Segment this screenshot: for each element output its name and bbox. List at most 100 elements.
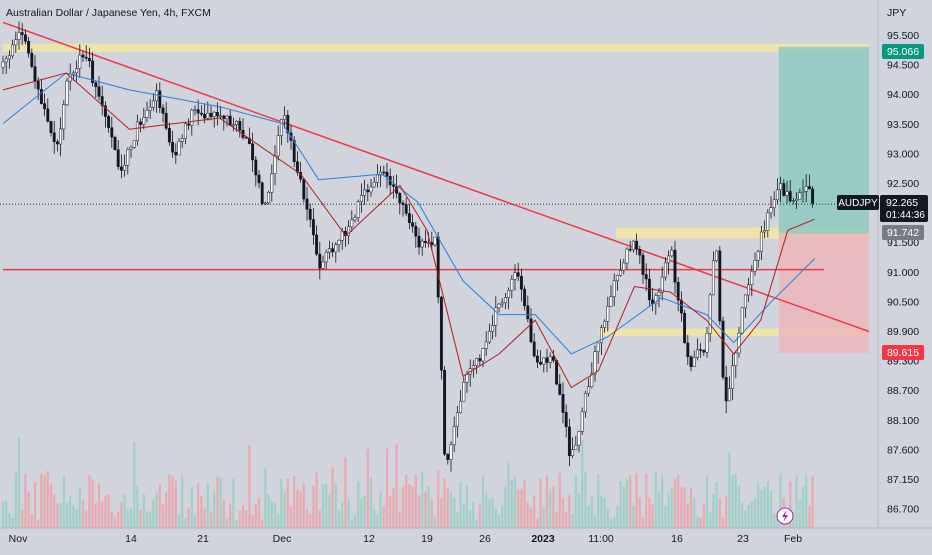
candle-body	[551, 356, 555, 361]
lightning-icon[interactable]	[776, 507, 794, 525]
volume-bar	[155, 492, 158, 528]
volume-bar	[625, 479, 629, 528]
candle-body	[628, 248, 632, 251]
volume-bar	[638, 497, 641, 528]
candle-body	[772, 199, 776, 208]
candle-body	[583, 393, 587, 413]
volume-bar	[203, 508, 206, 528]
candle-body	[116, 149, 120, 167]
candle-body	[311, 219, 315, 236]
volume-bar	[478, 503, 481, 528]
candle-body	[654, 295, 658, 305]
volume-bar	[469, 510, 472, 528]
volume-bar	[769, 490, 773, 528]
volume-bar	[616, 505, 619, 528]
volume-bar	[734, 473, 737, 528]
candle-body	[401, 202, 405, 205]
trend-line[interactable]	[2, 21, 870, 333]
volume-bar	[731, 475, 734, 528]
position-loss-zone[interactable]	[778, 233, 869, 354]
volume-bar	[398, 511, 401, 528]
candle-body	[516, 272, 520, 277]
volume-bar	[209, 511, 213, 528]
volume-bar	[645, 473, 648, 528]
volume-bar	[56, 503, 59, 528]
candle-body	[708, 294, 712, 334]
supply-demand-zone[interactable]	[598, 328, 869, 336]
volume-bar	[629, 475, 632, 528]
volume-bar	[91, 479, 94, 528]
volume-bar	[549, 491, 552, 528]
candle-body	[558, 383, 562, 395]
candle-body	[622, 262, 626, 271]
volume-bar	[536, 518, 539, 528]
volume-bar	[795, 475, 798, 528]
candle-body	[587, 386, 591, 394]
volume-bar	[171, 476, 174, 528]
volume-bar	[193, 515, 197, 528]
candle-body	[251, 143, 255, 161]
volume-bar	[312, 485, 315, 528]
volume-bar	[321, 484, 325, 528]
time-axis[interactable]: Nov 14 21 Dec 12 19 26 2023 11:00 16 23 Feb	[9, 533, 803, 545]
volume-bar	[421, 471, 424, 528]
candle-body	[315, 234, 319, 255]
volume-bar	[558, 473, 561, 528]
volume-bar	[373, 509, 376, 528]
candle-body	[209, 112, 213, 118]
candles	[1, 21, 815, 472]
volume-bar	[654, 471, 657, 528]
supply-demand-zone[interactable]	[616, 227, 869, 239]
time-tick: Dec	[273, 533, 292, 545]
volume-bar	[133, 441, 136, 528]
position-tool[interactable]	[778, 46, 869, 354]
volume-bar	[545, 475, 549, 528]
volume-bar	[107, 494, 110, 528]
candle-body	[494, 307, 498, 326]
volume-bar	[1, 501, 5, 528]
candle-body	[20, 32, 24, 35]
time-tick: 12	[363, 533, 375, 545]
volume-bar	[142, 494, 145, 528]
supply-demand-zone[interactable]	[3, 43, 869, 52]
candle-body	[263, 202, 267, 205]
volume-bar	[177, 514, 181, 528]
volume-bar	[613, 517, 616, 528]
volume-bar	[17, 437, 21, 528]
volume-bar	[280, 478, 283, 528]
candle-body	[759, 231, 763, 252]
candle-body	[638, 249, 642, 256]
candle-body	[471, 365, 475, 369]
volume-bar	[686, 503, 689, 528]
volume-bar	[603, 498, 606, 528]
candle-body	[334, 244, 338, 253]
candle-body	[324, 251, 328, 263]
candle-body	[535, 355, 539, 363]
volume-bar	[718, 498, 721, 528]
volume-bar	[757, 483, 760, 528]
price-tick: 87.600	[887, 444, 919, 456]
volume-bar	[801, 486, 805, 528]
volume-bar	[69, 495, 72, 528]
price-axis[interactable]: 95.50094.50094.00093.50093.00092.50092.0…	[887, 30, 919, 516]
candle-body	[414, 226, 418, 237]
candle-body	[17, 32, 21, 40]
volume-bar	[424, 491, 427, 528]
volume-bar	[245, 510, 248, 528]
candle-body	[673, 249, 677, 283]
volume-bar	[376, 514, 379, 528]
volume-bar	[696, 515, 699, 528]
candle-body	[158, 90, 162, 108]
volume-bar	[273, 502, 277, 528]
candle-body	[475, 358, 479, 366]
candle-body	[43, 103, 47, 110]
volume-bar	[648, 497, 651, 528]
volume-bar	[161, 504, 165, 528]
candle-body	[244, 137, 248, 139]
candle-body	[404, 204, 408, 214]
volume-bar	[510, 480, 513, 528]
candle-body	[462, 381, 466, 402]
candle-body	[14, 39, 18, 46]
volume-bar	[609, 518, 613, 528]
volume-bar	[232, 478, 235, 528]
